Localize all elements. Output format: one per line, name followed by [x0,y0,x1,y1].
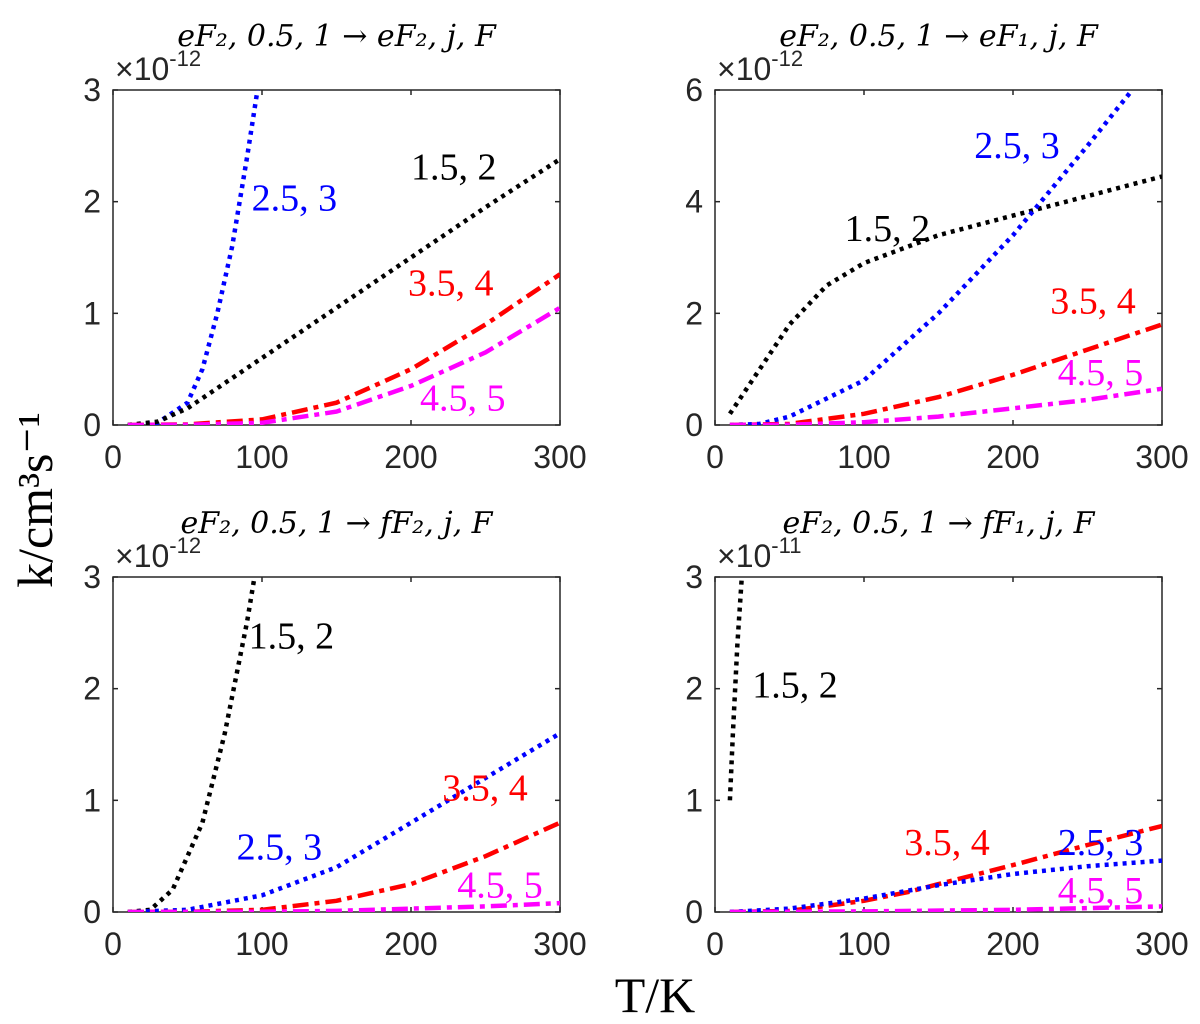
series-label: 4.5, 5 [420,377,506,419]
x-tick-label: 300 [1135,439,1188,475]
series-label: 2.5, 3 [974,125,1060,167]
x-tick-label: 0 [706,439,724,475]
series-label: 1.5, 2 [752,665,838,707]
series-line-4-5-5 [127,305,560,425]
y-exponent-label: ×10-12 [115,533,201,574]
subplot-title: eF₂, 0.5, 1 → fF₂, j, F [181,506,494,541]
y-tick-label: 6 [685,72,703,108]
x-tick-label: 200 [986,439,1039,475]
subplot-title: eF₂, 0.5, 1 → fF₁, j, F [783,506,1096,541]
series-label: 3.5, 4 [904,822,990,864]
series-label: 3.5, 4 [442,767,528,809]
x-tick-label: 200 [384,926,437,962]
y-tick-label: 1 [83,782,101,818]
series-line-1-5-2 [727,577,745,801]
series-label: 1.5, 2 [411,146,497,188]
exponent-power: -11 [771,533,801,558]
x-tick-label: 200 [384,439,437,475]
x-tick-label: 0 [706,926,724,962]
x-tick-label: 300 [533,926,586,962]
y-axis-label: k/cm³s⁻¹ [7,412,63,588]
axes-box [714,576,1163,913]
y-tick-label: 2 [685,671,703,707]
y-tick-label: 0 [83,407,101,443]
x-tick-label: 100 [837,926,890,962]
y-tick-label: 3 [685,559,703,595]
y-tick-label: 3 [83,72,101,108]
y-exponent-label: ×10-11 [717,533,801,574]
exponent-base: ×10 [717,51,771,87]
series-label: 4.5, 5 [457,864,543,906]
series-label: 1.5, 2 [845,208,931,250]
x-tick-label: 300 [1135,926,1188,962]
y-exponent-label: ×10-12 [115,46,201,87]
x-tick-label: 0 [104,926,122,962]
series-label: 2.5, 3 [1058,822,1144,864]
series-label: 3.5, 4 [1050,280,1136,322]
series-line-4-5-5 [127,900,560,912]
series-line-2-5-3 [127,731,560,912]
y-tick-label: 4 [685,184,703,220]
axes-box [112,89,561,426]
series-line-1-5-2 [127,157,560,425]
series-label: 1.5, 2 [249,615,335,657]
x-tick-label: 100 [235,439,288,475]
y-tick-label: 1 [83,295,101,331]
series-line-3-5-4 [729,823,1162,912]
subplot-title: eF₂, 0.5, 1 → eF₂, j, F [177,19,497,54]
y-tick-label: 3 [83,559,101,595]
exponent-power: -12 [169,46,201,71]
x-tick-label: 100 [235,926,288,962]
subplot-title: eF₂, 0.5, 1 → eF₁, j, F [779,19,1099,54]
exponent-power: -12 [169,533,201,558]
exponent-base: ×10 [115,51,169,87]
y-tick-label: 2 [83,184,101,220]
y-exponent-label: ×10-12 [717,46,803,87]
x-tick-label: 100 [837,439,890,475]
x-tick-label: 300 [533,439,586,475]
exponent-base: ×10 [717,538,771,574]
y-tick-label: 1 [685,782,703,818]
series-line-2-5-3 [729,858,1162,912]
y-tick-label: 0 [685,407,703,443]
series-line-4-5-5 [729,904,1162,912]
series-label: 3.5, 4 [408,262,494,304]
y-tick-label: 2 [83,671,101,707]
series-label: 2.5, 3 [252,178,338,220]
y-tick-label: 0 [83,894,101,930]
series-label: 4.5, 5 [1058,352,1144,394]
axes-box [714,89,1163,426]
series-label: 2.5, 3 [237,827,322,869]
x-axis-label: T/K [615,967,696,1023]
series-label: 4.5, 5 [1058,870,1144,912]
series-line-4-5-5 [729,386,1162,425]
x-tick-label: 0 [104,439,122,475]
x-tick-label: 200 [986,926,1039,962]
exponent-base: ×10 [115,538,169,574]
exponent-power: -12 [771,46,803,71]
y-tick-label: 2 [685,295,703,331]
y-tick-label: 0 [685,894,703,930]
axes-box [112,576,561,913]
